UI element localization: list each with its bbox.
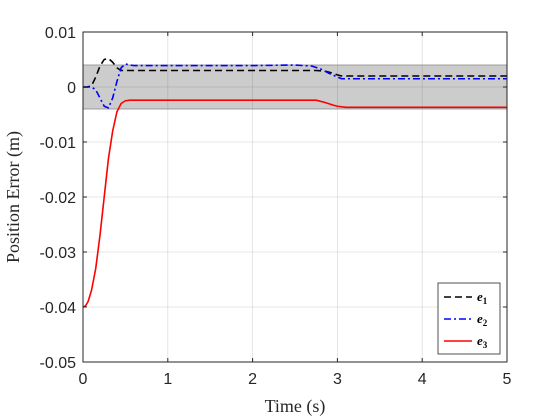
- y-tick-label-4: -0.03: [40, 245, 77, 262]
- y-tick-label-5: -0.04: [40, 300, 77, 317]
- y-tick-label-6: -0.05: [40, 355, 77, 372]
- legend-label-name: e: [477, 311, 483, 326]
- x-tick-label-4: 4: [418, 371, 427, 388]
- x-tick-label-1: 1: [163, 371, 172, 388]
- x-tick-label-0: 0: [79, 371, 88, 388]
- legend-label-subscript: 2: [483, 318, 488, 328]
- tolerance-band: [83, 65, 507, 109]
- y-axis-label: Position Error (m): [3, 131, 24, 263]
- legend-label-subscript: 3: [483, 340, 488, 350]
- legend-label-subscript: 1: [483, 296, 488, 306]
- y-tick-label-3: -0.02: [40, 190, 77, 207]
- series-line-e1: [83, 57, 507, 88]
- y-tick-label-2: -0.01: [40, 135, 77, 152]
- legend-label-name: e: [477, 333, 483, 348]
- legend-label-e2: e2: [477, 311, 488, 328]
- x-tick-labels: 0 1 2 3 4 5: [79, 371, 512, 388]
- x-tick-label-5: 5: [503, 371, 512, 388]
- series-line-e3: [82, 99, 507, 308]
- axis-ticks: [82, 31, 508, 363]
- x-axis-label: Time (s): [265, 396, 326, 417]
- legend-label-e3: e3: [477, 333, 488, 350]
- series-lines: [82, 57, 507, 308]
- legend-label-e1: e1: [477, 289, 488, 306]
- y-tick-label-0: 0.01: [45, 25, 76, 42]
- x-tick-label-2: 2: [248, 371, 257, 388]
- x-tick-label-3: 3: [333, 371, 342, 388]
- y-tick-labels: 0.01 0 -0.01 -0.02 -0.03 -0.04 -0.05: [40, 25, 77, 372]
- legend-label-name: e: [477, 289, 483, 304]
- series-line-e2: [83, 63, 507, 109]
- y-tick-label-1: 0: [67, 80, 76, 97]
